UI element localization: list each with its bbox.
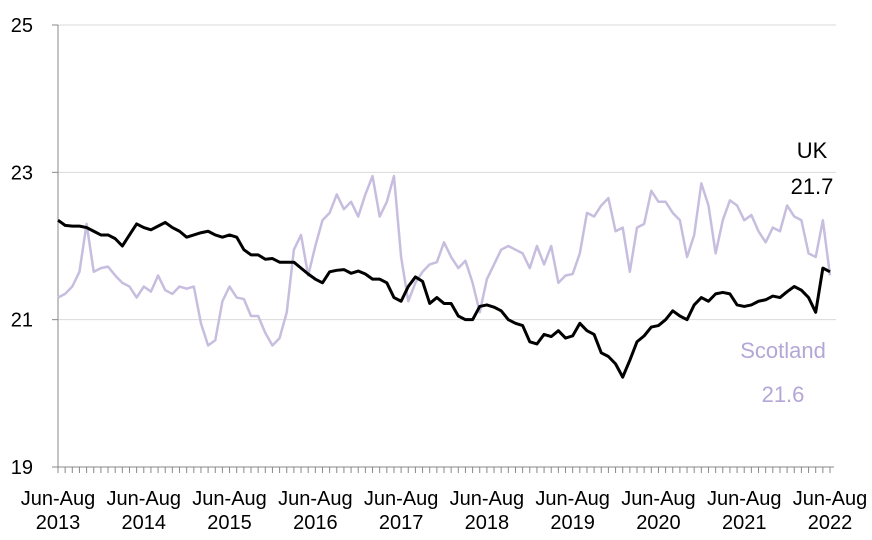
x-tick-label: Jun-Aug 2015	[192, 488, 267, 534]
end-value-label: 21.6	[762, 382, 805, 407]
y-tick-label: 23	[11, 162, 33, 184]
x-tick-label: Jun-Aug 2017	[364, 488, 439, 534]
x-tick-label: Jun-Aug 2022	[793, 488, 868, 534]
end-value-label: 21.7	[791, 174, 834, 199]
x-tick-label: Jun-Aug 2013	[21, 488, 96, 534]
x-tick-label: Jun-Aug 2018	[450, 488, 525, 534]
series-line	[57, 219, 831, 379]
legend-label: UK	[797, 138, 828, 163]
x-tick-label: Jun-Aug 2016	[278, 488, 353, 534]
y-tick-label: 21	[11, 310, 33, 332]
x-tick-label: Jun-Aug 2014	[107, 488, 182, 534]
y-tick-label: 19	[11, 457, 33, 479]
legend-label: Scotland	[740, 338, 826, 363]
x-tick-label: Jun-Aug 2021	[707, 488, 782, 534]
x-tick-label: Jun-Aug 2019	[535, 488, 610, 534]
x-tick-label: Jun-Aug 2020	[621, 488, 696, 534]
series-line	[57, 174, 832, 347]
y-tick-label: 25	[11, 15, 33, 37]
